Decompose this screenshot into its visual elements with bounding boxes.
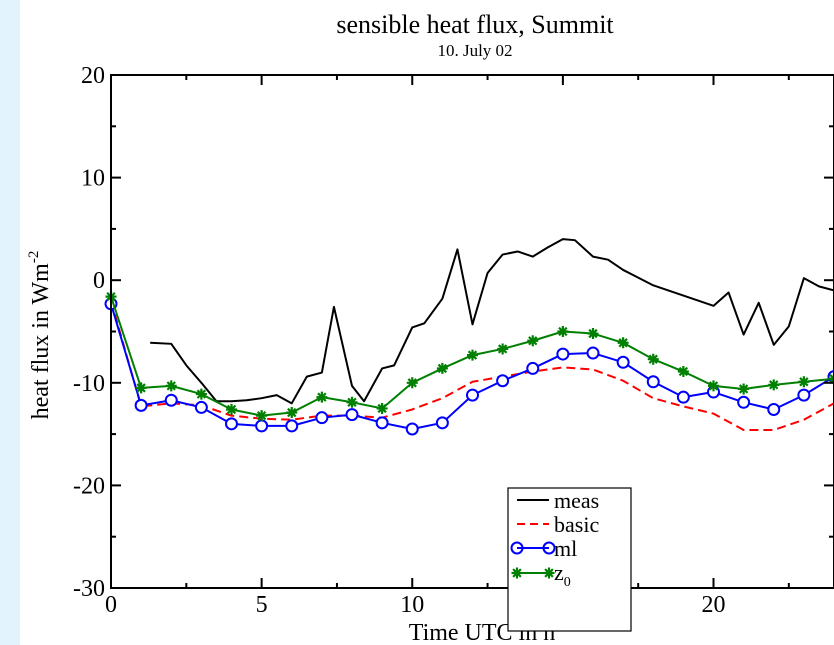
data-point-ml xyxy=(134,398,148,412)
y-axis-label: heat flux in Wm-2 xyxy=(26,251,54,420)
data-point-z0 xyxy=(647,353,659,365)
series-basic xyxy=(110,300,834,431)
data-point-z0 xyxy=(527,335,539,347)
data-point-z0 xyxy=(226,403,237,415)
chart-canvas: sensible heat flux, Summit 10. July 02 0… xyxy=(20,0,834,645)
legend-marker-ml-left xyxy=(510,541,524,555)
legend-label-ml: ml xyxy=(554,536,577,561)
data-point-z0 xyxy=(617,337,629,349)
data-point-ml xyxy=(466,388,479,402)
legend-entry-z0: z0 xyxy=(511,560,571,590)
y-axis-label-superscript: -2 xyxy=(26,251,42,264)
data-point-ml xyxy=(345,408,359,422)
data-point-z0 xyxy=(316,391,328,403)
y-tick-label: -30 xyxy=(73,576,105,602)
y-axis-label-main: heat flux in Wm xyxy=(28,263,54,420)
chart-subtitle: 10. July 02 xyxy=(437,41,512,60)
legend-label-basic: basic xyxy=(554,512,599,537)
data-point-z0 xyxy=(467,349,478,361)
legend-marker-z0-left xyxy=(511,567,523,579)
data-point-ml xyxy=(646,375,660,389)
legend-entry-ml: ml xyxy=(510,536,577,561)
data-point-z0 xyxy=(768,379,780,391)
legend-entry-meas: meas xyxy=(517,488,599,513)
y-tick-label: 0 xyxy=(93,268,105,294)
legend-marker-z0-right xyxy=(543,567,555,579)
data-point-ml xyxy=(526,361,540,375)
series-layer xyxy=(104,238,834,436)
data-point-z0 xyxy=(346,396,358,408)
data-point-ml xyxy=(375,416,389,430)
legend-label-z0-subscript: 0 xyxy=(564,575,571,590)
y-tick-label: 20 xyxy=(81,63,105,89)
data-point-z0 xyxy=(135,382,147,394)
x-tick-label: 20 xyxy=(702,592,726,618)
data-point-z0 xyxy=(798,376,810,388)
data-point-ml xyxy=(435,416,449,430)
series-ml xyxy=(104,297,834,436)
legend: meas basic ml z0 xyxy=(507,487,632,632)
data-point-ml xyxy=(285,419,299,433)
series-meas xyxy=(150,238,834,405)
plot-frame xyxy=(110,74,834,589)
data-point-ml xyxy=(405,422,419,436)
chart-title: sensible heat flux, Summit xyxy=(336,10,614,39)
legend-entry-basic: basic xyxy=(517,512,599,537)
series-line-basic xyxy=(110,300,834,431)
data-point-z0 xyxy=(165,380,177,392)
data-point-z0 xyxy=(376,402,388,414)
data-point-ml xyxy=(767,402,781,416)
data-point-ml xyxy=(586,346,600,360)
data-point-z0 xyxy=(497,343,509,355)
data-point-ml xyxy=(676,390,690,404)
legend-marker-ml-right xyxy=(542,541,556,555)
y-tick-label: 10 xyxy=(81,166,105,192)
data-point-ml xyxy=(225,417,238,431)
data-point-ml xyxy=(737,395,751,409)
data-point-ml xyxy=(315,411,329,425)
data-point-ml xyxy=(194,400,208,414)
data-point-z0 xyxy=(436,362,448,374)
data-point-z0 xyxy=(557,326,569,337)
data-point-ml xyxy=(496,374,510,388)
legend-label-meas: meas xyxy=(554,488,599,513)
data-point-ml xyxy=(616,355,630,369)
data-point-ml xyxy=(797,388,811,402)
data-point-ml xyxy=(255,419,269,433)
series-line-meas xyxy=(150,238,834,405)
data-point-z0 xyxy=(256,410,268,422)
legend-label-z0-main: z xyxy=(554,560,564,585)
legend-box xyxy=(507,487,632,632)
y-tick-label: -20 xyxy=(73,473,105,499)
data-point-z0 xyxy=(406,377,418,389)
data-point-ml xyxy=(556,347,570,361)
x-tick-label: 0 xyxy=(105,592,117,618)
x-tick-label: 5 xyxy=(256,592,268,618)
x-tick-label: 10 xyxy=(400,592,424,618)
data-point-z0 xyxy=(677,366,689,378)
chart-svg: sensible heat flux, Summit 10. July 02 0… xyxy=(26,10,834,645)
legend-label-z0: z0 xyxy=(554,560,571,590)
data-point-z0 xyxy=(708,380,719,392)
y-tick-label: -10 xyxy=(73,371,105,397)
data-point-z0 xyxy=(738,383,750,395)
data-point-z0 xyxy=(587,328,599,340)
data-point-z0 xyxy=(286,407,298,419)
data-point-z0 xyxy=(195,388,207,400)
data-point-ml xyxy=(164,393,178,407)
